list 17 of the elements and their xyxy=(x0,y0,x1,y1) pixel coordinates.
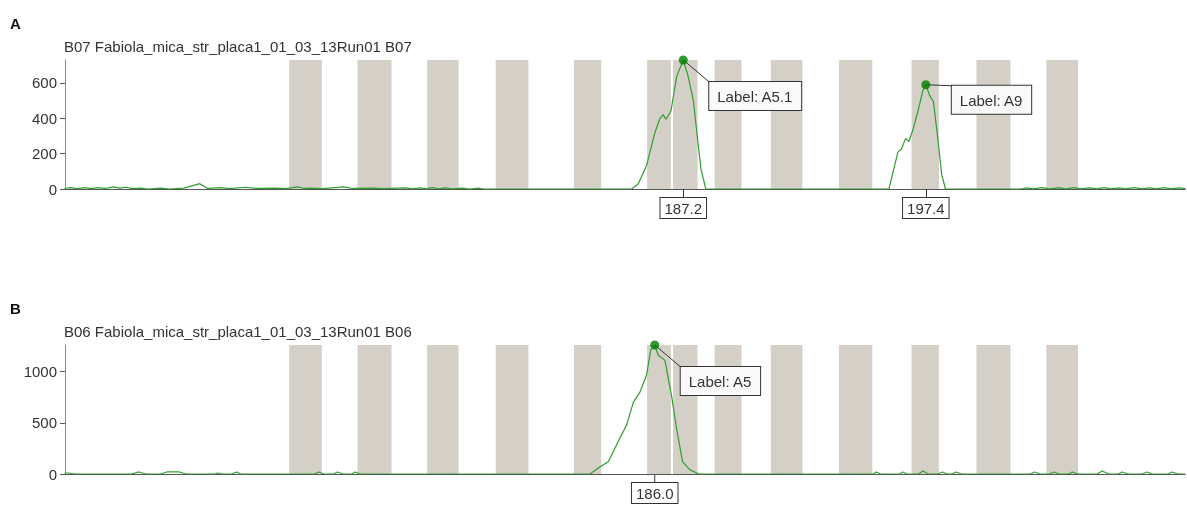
annotation: Label: A5.1 xyxy=(717,88,793,105)
y-tick-label: 500 xyxy=(31,414,57,432)
chart-subtitle: B06 Fabiola_mica_str_placa1_01_03_13Run01 B06 xyxy=(64,323,412,340)
x-tick-label: 197.4 xyxy=(907,200,945,217)
y-tick-label: 600 xyxy=(31,74,57,92)
y-tick-label: 0 xyxy=(48,465,57,483)
y-tick-label: 0 xyxy=(48,180,57,198)
y-tick-label: 200 xyxy=(31,145,57,163)
chart-subtitle: B07 Fabiola_mica_str_placa1_01_03_13Run01 B07 xyxy=(64,38,412,55)
annotation: Label: A5 xyxy=(688,373,752,390)
x-tick-label: 187.2 xyxy=(664,200,703,217)
y-tick-label: 400 xyxy=(31,109,57,127)
chart-title: A xyxy=(10,15,21,32)
y-tick-label: 1000 xyxy=(23,363,57,381)
annotation: 186.0 xyxy=(635,485,674,502)
annotation: Label: A9 xyxy=(959,91,1023,109)
chart-title: B xyxy=(10,300,21,317)
